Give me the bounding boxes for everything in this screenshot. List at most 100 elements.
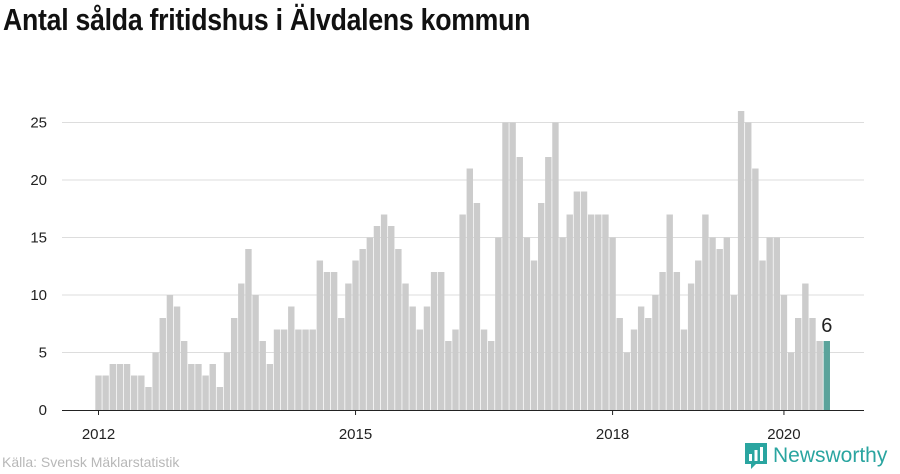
bar: [338, 318, 345, 410]
bar: [737, 111, 745, 410]
bar: [445, 341, 452, 410]
bar: [566, 214, 573, 410]
bar: [123, 364, 131, 410]
bar: [573, 191, 581, 410]
bar: [230, 318, 238, 410]
y-tick-label: 5: [39, 345, 47, 362]
bar: [259, 341, 266, 410]
bar: [495, 237, 502, 410]
bar: [802, 283, 809, 410]
x-tick-label: 2012: [82, 426, 115, 443]
bar: [223, 352, 231, 410]
bar: [388, 226, 395, 410]
bar: [180, 341, 188, 410]
bar-highlight: [823, 341, 830, 410]
bar: [709, 237, 716, 410]
bar: [266, 364, 274, 410]
bar: [295, 329, 302, 410]
bar: [309, 329, 316, 410]
bar: [652, 295, 659, 410]
bar: [430, 272, 438, 410]
bar: [152, 352, 159, 410]
bar: [623, 352, 631, 410]
bar: [95, 375, 102, 410]
bar: [209, 364, 216, 410]
bar: [359, 249, 366, 410]
brand-logo: Newsworthy: [744, 441, 887, 471]
bar: [637, 306, 645, 410]
bar: [716, 249, 723, 410]
bar: [816, 341, 823, 410]
bar: [523, 237, 531, 410]
annotations: 6: [821, 315, 832, 337]
bar: [473, 203, 481, 410]
bar: [666, 214, 673, 410]
bar: [645, 318, 652, 410]
y-axis-labels: 0 5 10 15 20 25: [30, 115, 47, 420]
bar: [323, 272, 331, 410]
bar: [502, 122, 509, 410]
newsworthy-logo-icon: [745, 443, 767, 469]
bar: [752, 168, 759, 410]
bar: [695, 260, 702, 410]
bars: [95, 111, 830, 410]
y-tick-label: 15: [30, 230, 47, 247]
bar: [680, 329, 688, 410]
bar: [516, 157, 523, 410]
bar: [673, 272, 681, 410]
bar: [730, 295, 738, 410]
bar: [488, 341, 495, 410]
bar: [102, 375, 109, 410]
bar: [395, 249, 402, 410]
bar: [466, 168, 473, 410]
bar: [245, 249, 252, 410]
x-tick-label: 2018: [596, 426, 629, 443]
bar: [530, 260, 538, 410]
bar: [195, 364, 202, 410]
bar: [373, 226, 381, 410]
y-tick-label: 0: [39, 402, 47, 419]
bar: [766, 237, 773, 410]
highlight-value-label: 6: [821, 315, 832, 337]
bar: [109, 364, 116, 410]
bar: [366, 237, 374, 410]
bar: [273, 329, 281, 410]
bar: [602, 214, 609, 410]
bar: [316, 260, 324, 410]
bar: [409, 306, 416, 410]
bar: [723, 237, 731, 410]
bar: [216, 387, 224, 410]
bar: [145, 387, 152, 410]
bar: [202, 375, 209, 410]
bar: [116, 364, 124, 410]
bar: [545, 157, 552, 410]
bar: [459, 214, 466, 410]
bar: [595, 214, 602, 410]
bar: [787, 352, 795, 410]
bar: [616, 318, 623, 410]
bar: [138, 375, 145, 410]
bar: [587, 214, 595, 410]
y-tick-label: 25: [30, 115, 47, 132]
bar: [416, 329, 423, 410]
bar: [537, 203, 545, 410]
y-tick-label: 10: [30, 287, 47, 304]
bar: [795, 318, 802, 410]
bar: [773, 237, 780, 410]
x-tick-label: 2020: [767, 426, 800, 443]
bar: [759, 260, 766, 410]
bar: [173, 306, 181, 410]
bar: [280, 329, 288, 410]
bar: [352, 260, 359, 410]
bar: [687, 283, 695, 410]
bar: [402, 283, 409, 410]
bar: [302, 329, 309, 410]
bar: [780, 295, 788, 410]
brand-name: Newsworthy: [773, 444, 888, 467]
bar: [252, 295, 259, 410]
bar: [630, 329, 638, 410]
bar: [745, 122, 752, 410]
source-note: Källa: Svensk Mäklarstatistik: [2, 454, 180, 470]
bar: [345, 283, 352, 410]
